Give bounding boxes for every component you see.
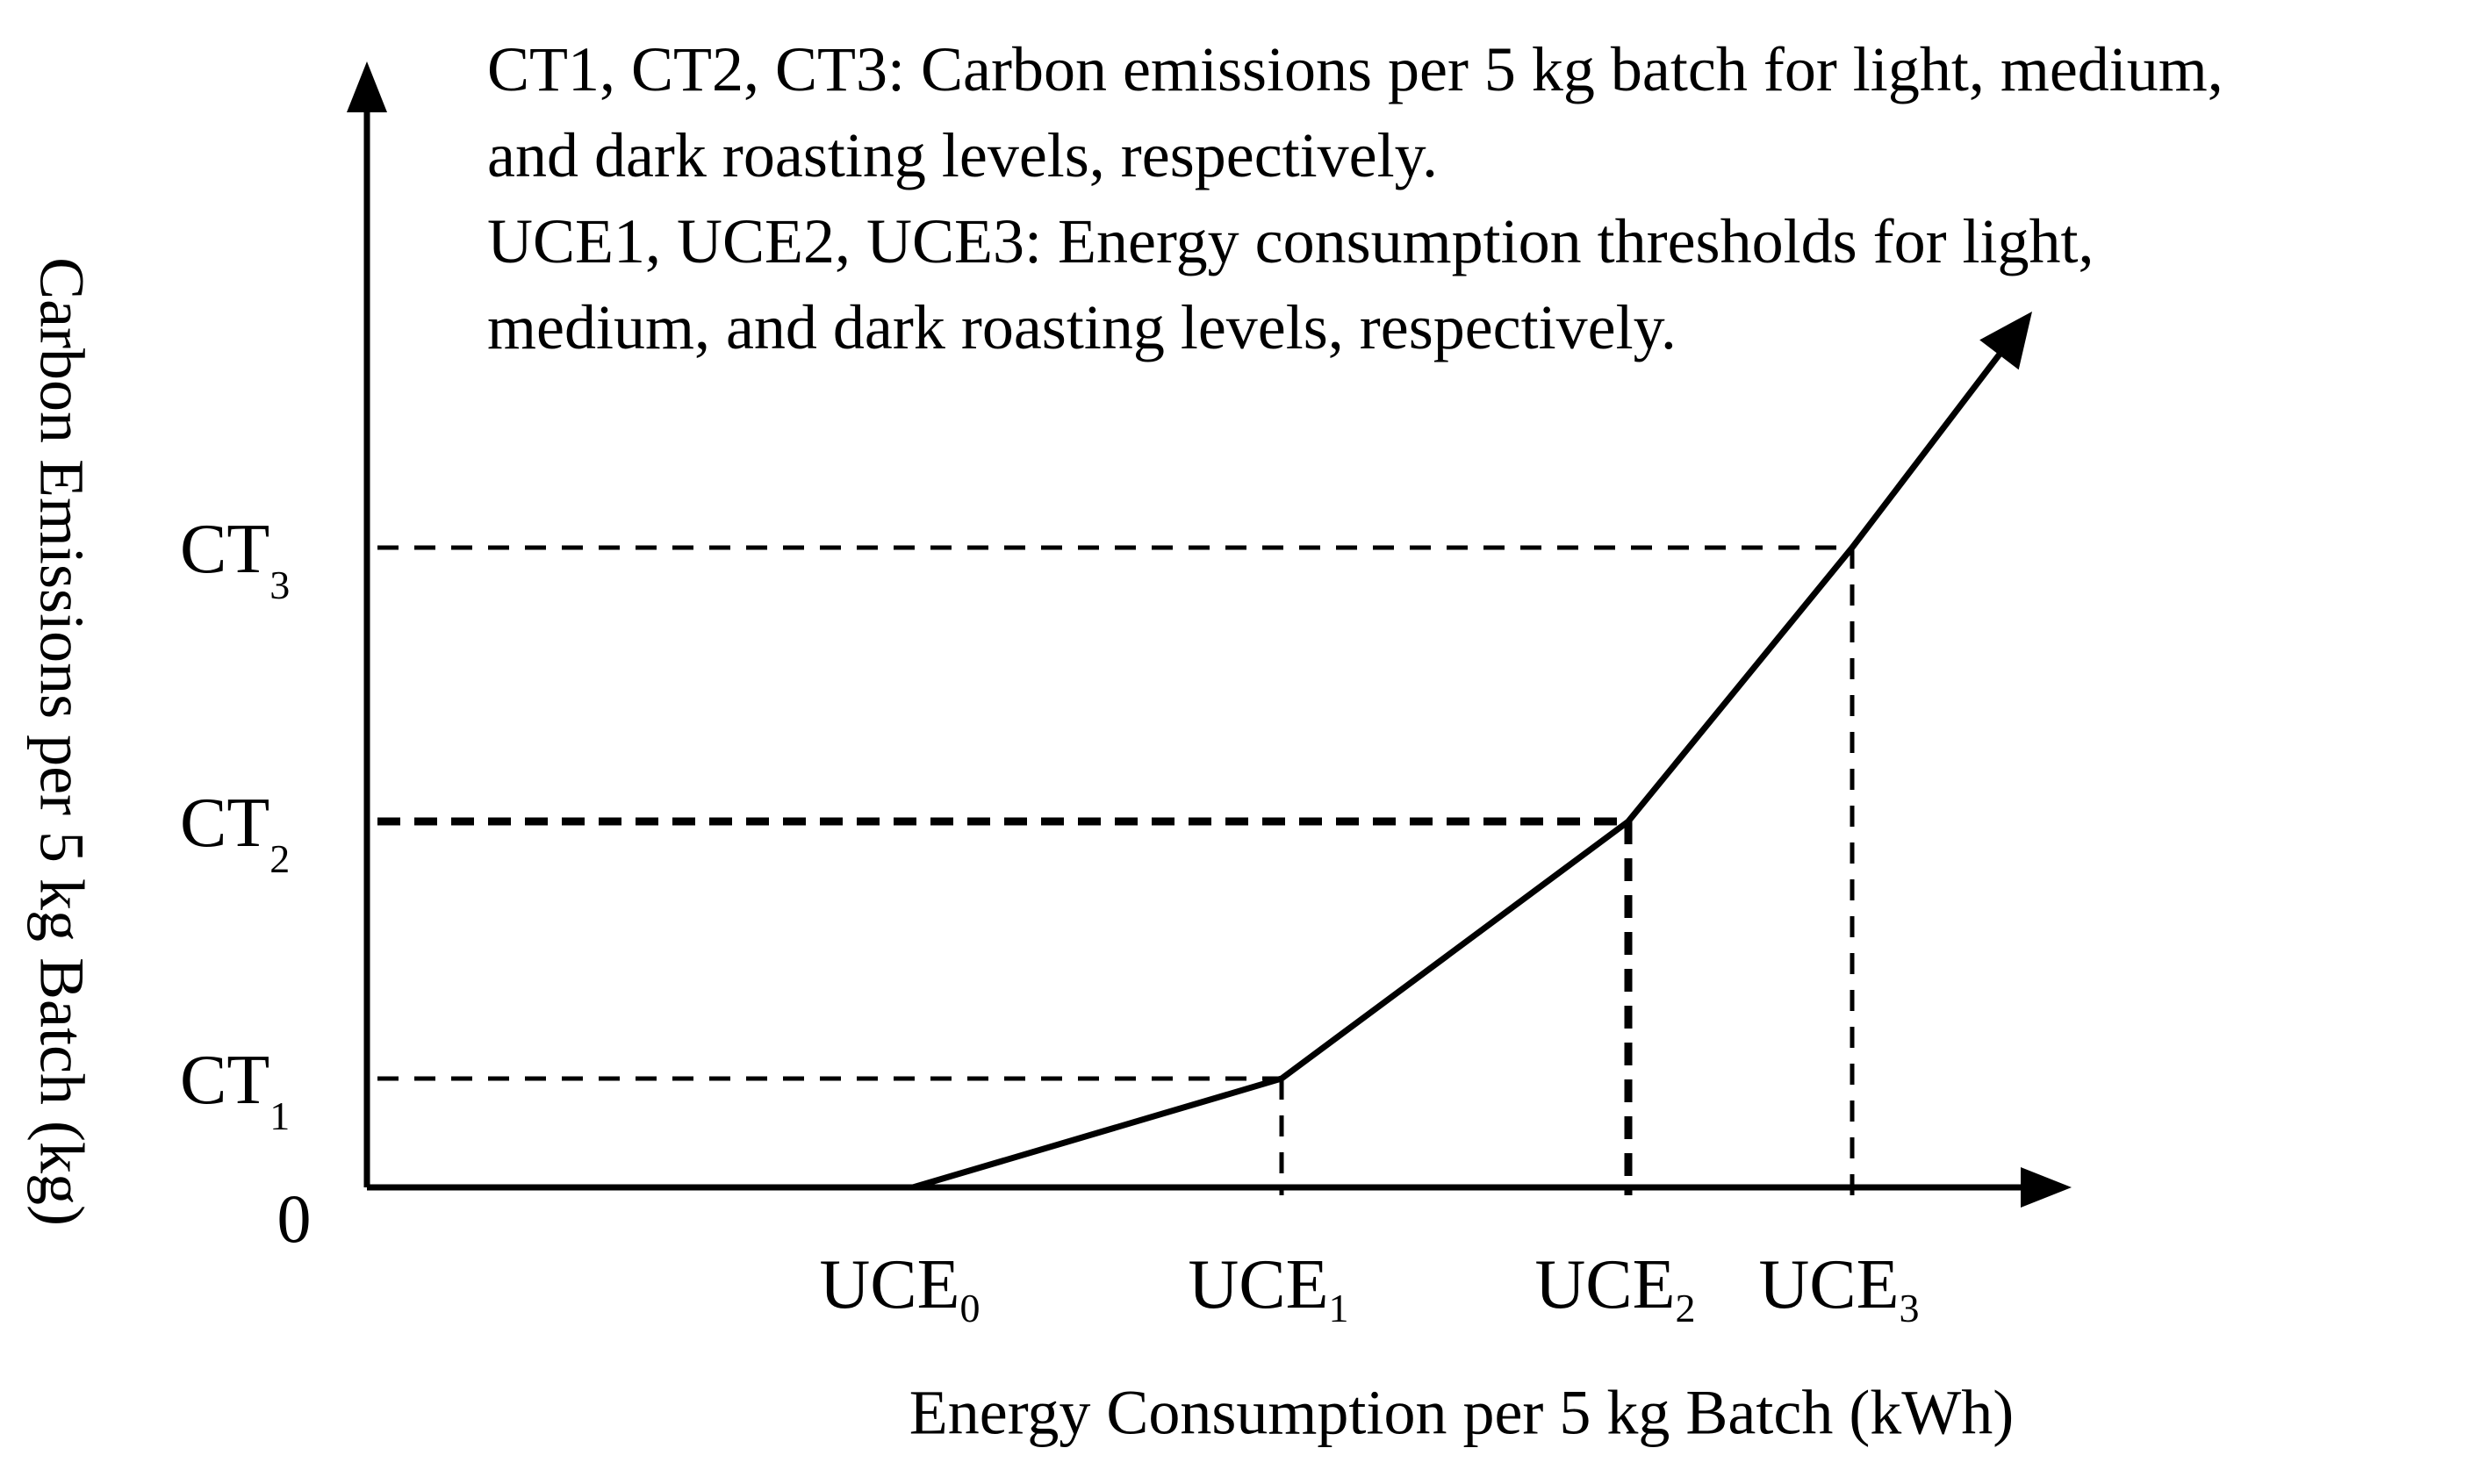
definitions-line-1: CT1, CT2, CT3: Carbon emissions per 5 kg…: [487, 34, 2223, 104]
x-tick-label-uce0: UCE0: [820, 1246, 980, 1330]
y-tick-label-ct1: CT1: [180, 1042, 290, 1138]
series-line-1: [912, 348, 2005, 1191]
definitions-line-3: UCE1, UCE2, UCE3: Energy consumption thr…: [487, 206, 2094, 276]
series-point-0: [912, 1186, 914, 1188]
x-tick-label-uce3: UCE3: [1759, 1246, 1920, 1330]
x-tick-label-uce1: UCE1: [1189, 1246, 1349, 1330]
series-point-2: [1627, 821, 1629, 822]
definitions-line-4: medium, and dark roasting levels, respec…: [487, 292, 1677, 362]
series-arrowhead: [1979, 312, 2032, 370]
x-axis-arrow: [2021, 1167, 2072, 1208]
y-tick-label-ct2: CT2: [180, 785, 290, 881]
y-tick-label-ct3: CT3: [180, 511, 290, 607]
y-axis-title: Carbon Emissions per 5 kg Batch (kg): [26, 257, 97, 1226]
definitions-note: CT1, CT2, CT3: Carbon emissions per 5 kg…: [487, 26, 2453, 370]
origin-label: 0: [277, 1180, 312, 1257]
definitions-line-2: and dark roasting levels, respectively.: [487, 120, 1438, 190]
y-axis-arrow: [347, 61, 387, 112]
x-axis-title: Energy Consumption per 5 kg Batch (kWh): [909, 1377, 2015, 1448]
x-tick-label-uce2: UCE2: [1535, 1246, 1696, 1330]
